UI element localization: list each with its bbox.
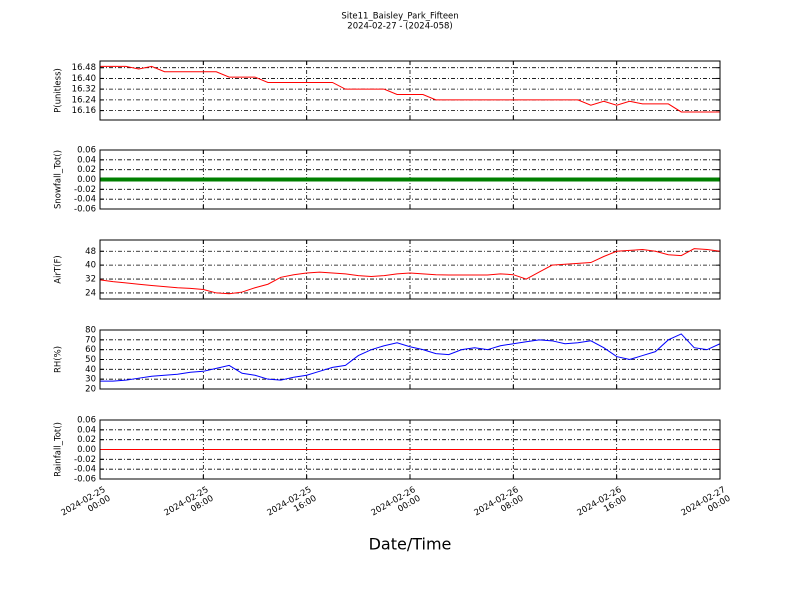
y-axis-label: P(unitless) (54, 68, 64, 113)
y-tick-label: 0.06 (77, 416, 96, 426)
y-tick-label: 0.04 (77, 155, 96, 165)
y-tick-label: -0.06 (74, 205, 96, 215)
y-tick-label: 50 (85, 355, 96, 365)
y-tick-label: 16.16 (72, 106, 96, 116)
x-axis-label: Date/Time (369, 535, 452, 554)
y-tick-label: 0.00 (77, 175, 96, 185)
series-line (99, 248, 721, 295)
chart-title: Site11_Baisley_Park_Fifteen (341, 12, 458, 22)
y-tick-label: 0.06 (77, 146, 96, 156)
axes-frame (99, 60, 721, 121)
y-tick-label: 16.40 (72, 74, 96, 84)
y-tick-label: -0.02 (74, 455, 96, 465)
y-tick-label: 80 (85, 326, 96, 336)
y-tick-label: 48 (85, 247, 96, 257)
y-tick-label: 0.02 (77, 435, 96, 445)
y-tick-label: 24 (85, 288, 96, 298)
y-tick-label: -0.06 (74, 475, 96, 485)
y-axis-label: Snowfall_Tot() (54, 150, 64, 209)
y-axis-label: AirT(F) (54, 255, 64, 283)
y-tick-label: -0.04 (74, 465, 96, 475)
axes-frame (99, 149, 721, 210)
axes-frame (99, 239, 721, 300)
y-tick-label: 0.02 (77, 165, 96, 175)
y-tick-label: 16.32 (72, 85, 96, 95)
y-tick-label: 16.24 (72, 95, 96, 105)
axes-frame (99, 329, 721, 390)
y-tick-label: 20 (85, 385, 96, 395)
y-tick-label: -0.04 (74, 195, 96, 205)
y-tick-label: 16.48 (72, 63, 96, 73)
series-line (100, 65, 720, 113)
y-axis-label: RH(%) (54, 346, 64, 373)
y-tick-label: 32 (85, 275, 96, 285)
y-tick-label: 0.04 (77, 425, 96, 435)
y-tick-label: 40 (85, 261, 96, 271)
y-tick-label: -0.02 (74, 185, 96, 195)
y-axis-label: Rainfall_Tot() (54, 422, 64, 477)
y-tick-label: 30 (85, 375, 96, 385)
y-tick-label: 40 (85, 365, 96, 375)
y-tick-label: 0.00 (77, 445, 96, 455)
chart-subtitle: 2024-02-27 - (2024-058) (347, 22, 452, 32)
y-tick-label: 70 (85, 335, 96, 345)
series-line (100, 333, 721, 382)
axes-frame (99, 419, 721, 480)
y-tick-label: 60 (85, 345, 96, 355)
